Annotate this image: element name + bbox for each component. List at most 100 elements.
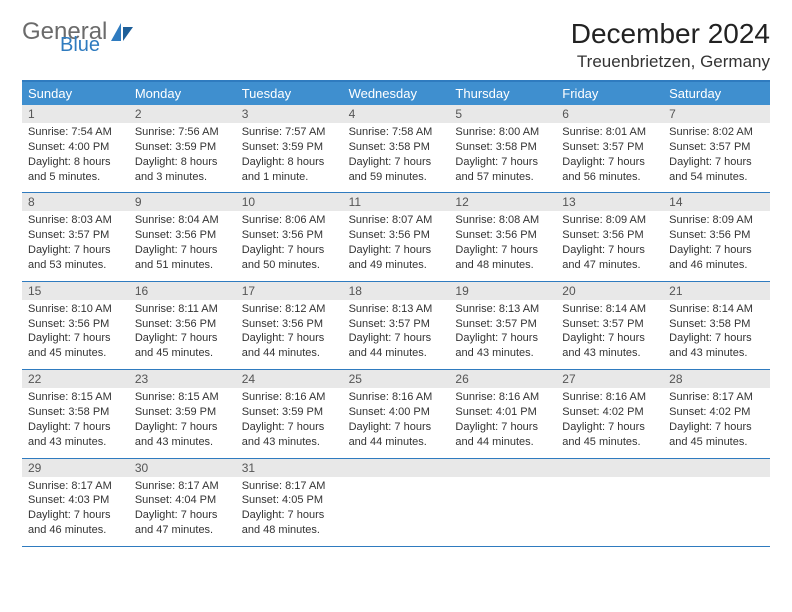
week-row: Sunrise: 8:03 AMSunset: 3:57 PMDaylight:… bbox=[22, 211, 770, 281]
daylight-text: Daylight: 7 hours and 44 minutes. bbox=[455, 420, 550, 450]
daylight-text: Daylight: 7 hours and 43 minutes. bbox=[242, 420, 337, 450]
day-header: Tuesday bbox=[236, 82, 343, 105]
day-number: 5 bbox=[449, 105, 556, 123]
daylight-text: Daylight: 8 hours and 3 minutes. bbox=[135, 155, 230, 185]
daylight-text: Daylight: 7 hours and 43 minutes. bbox=[455, 331, 550, 361]
sunset-text: Sunset: 3:56 PM bbox=[455, 228, 550, 243]
sunrise-text: Sunrise: 8:06 AM bbox=[242, 213, 337, 228]
day-header: Friday bbox=[556, 82, 663, 105]
day-number bbox=[556, 459, 663, 477]
sunset-text: Sunset: 4:04 PM bbox=[135, 493, 230, 508]
day-cell: Sunrise: 8:11 AMSunset: 3:56 PMDaylight:… bbox=[129, 300, 236, 369]
week-row: Sunrise: 8:15 AMSunset: 3:58 PMDaylight:… bbox=[22, 388, 770, 458]
daylight-text: Daylight: 7 hours and 51 minutes. bbox=[135, 243, 230, 273]
top-bar: General Blue December 2024 Treuenbrietze… bbox=[22, 18, 770, 72]
sunset-text: Sunset: 3:59 PM bbox=[135, 140, 230, 155]
day-cell: Sunrise: 8:15 AMSunset: 3:58 PMDaylight:… bbox=[22, 388, 129, 457]
sunrise-text: Sunrise: 8:08 AM bbox=[455, 213, 550, 228]
sunrise-text: Sunrise: 8:16 AM bbox=[349, 390, 444, 405]
day-cell bbox=[556, 477, 663, 546]
sunrise-text: Sunrise: 8:10 AM bbox=[28, 302, 123, 317]
day-cell bbox=[343, 477, 450, 546]
day-number: 21 bbox=[663, 282, 770, 300]
day-cell: Sunrise: 8:17 AMSunset: 4:03 PMDaylight:… bbox=[22, 477, 129, 546]
sunrise-text: Sunrise: 8:17 AM bbox=[669, 390, 764, 405]
day-cell: Sunrise: 8:01 AMSunset: 3:57 PMDaylight:… bbox=[556, 123, 663, 192]
week-row: Sunrise: 8:10 AMSunset: 3:56 PMDaylight:… bbox=[22, 300, 770, 370]
page-title: December 2024 bbox=[571, 18, 770, 50]
weeks-container: 1234567Sunrise: 7:54 AMSunset: 4:00 PMDa… bbox=[22, 105, 770, 547]
day-cell: Sunrise: 8:06 AMSunset: 3:56 PMDaylight:… bbox=[236, 211, 343, 280]
day-number bbox=[449, 459, 556, 477]
day-cell: Sunrise: 8:15 AMSunset: 3:59 PMDaylight:… bbox=[129, 388, 236, 457]
day-number: 29 bbox=[22, 459, 129, 477]
day-cell: Sunrise: 7:58 AMSunset: 3:58 PMDaylight:… bbox=[343, 123, 450, 192]
daylight-text: Daylight: 7 hours and 43 minutes. bbox=[562, 331, 657, 361]
daylight-text: Daylight: 7 hours and 53 minutes. bbox=[28, 243, 123, 273]
day-cell: Sunrise: 8:16 AMSunset: 4:00 PMDaylight:… bbox=[343, 388, 450, 457]
daylight-text: Daylight: 7 hours and 49 minutes. bbox=[349, 243, 444, 273]
day-cell: Sunrise: 8:08 AMSunset: 3:56 PMDaylight:… bbox=[449, 211, 556, 280]
day-cell: Sunrise: 8:09 AMSunset: 3:56 PMDaylight:… bbox=[556, 211, 663, 280]
sunrise-text: Sunrise: 7:57 AM bbox=[242, 125, 337, 140]
day-header: Saturday bbox=[663, 82, 770, 105]
daylight-text: Daylight: 7 hours and 45 minutes. bbox=[28, 331, 123, 361]
sunrise-text: Sunrise: 8:07 AM bbox=[349, 213, 444, 228]
daylight-text: Daylight: 7 hours and 59 minutes. bbox=[349, 155, 444, 185]
day-cell: Sunrise: 8:02 AMSunset: 3:57 PMDaylight:… bbox=[663, 123, 770, 192]
week-row: Sunrise: 7:54 AMSunset: 4:00 PMDaylight:… bbox=[22, 123, 770, 193]
day-number: 30 bbox=[129, 459, 236, 477]
sunset-text: Sunset: 3:57 PM bbox=[349, 317, 444, 332]
day-number: 25 bbox=[343, 370, 450, 388]
day-cell: Sunrise: 8:12 AMSunset: 3:56 PMDaylight:… bbox=[236, 300, 343, 369]
daylight-text: Daylight: 7 hours and 47 minutes. bbox=[135, 508, 230, 538]
day-number-row: 293031 bbox=[22, 459, 770, 477]
day-cell: Sunrise: 8:16 AMSunset: 4:01 PMDaylight:… bbox=[449, 388, 556, 457]
sunset-text: Sunset: 3:58 PM bbox=[349, 140, 444, 155]
sunset-text: Sunset: 3:56 PM bbox=[135, 228, 230, 243]
day-header: Wednesday bbox=[343, 82, 450, 105]
day-number: 9 bbox=[129, 193, 236, 211]
daylight-text: Daylight: 7 hours and 50 minutes. bbox=[242, 243, 337, 273]
day-cell: Sunrise: 7:56 AMSunset: 3:59 PMDaylight:… bbox=[129, 123, 236, 192]
sunset-text: Sunset: 3:58 PM bbox=[669, 317, 764, 332]
sunset-text: Sunset: 3:56 PM bbox=[28, 317, 123, 332]
daylight-text: Daylight: 7 hours and 46 minutes. bbox=[28, 508, 123, 538]
daylight-text: Daylight: 7 hours and 54 minutes. bbox=[669, 155, 764, 185]
sunset-text: Sunset: 3:58 PM bbox=[28, 405, 123, 420]
sunset-text: Sunset: 3:59 PM bbox=[135, 405, 230, 420]
sunset-text: Sunset: 4:01 PM bbox=[455, 405, 550, 420]
sunset-text: Sunset: 3:57 PM bbox=[28, 228, 123, 243]
sunrise-text: Sunrise: 8:00 AM bbox=[455, 125, 550, 140]
day-cell bbox=[449, 477, 556, 546]
day-number: 11 bbox=[343, 193, 450, 211]
daylight-text: Daylight: 7 hours and 48 minutes. bbox=[242, 508, 337, 538]
day-cell: Sunrise: 8:14 AMSunset: 3:58 PMDaylight:… bbox=[663, 300, 770, 369]
daylight-text: Daylight: 7 hours and 56 minutes. bbox=[562, 155, 657, 185]
sunrise-text: Sunrise: 7:54 AM bbox=[28, 125, 123, 140]
day-cell: Sunrise: 8:17 AMSunset: 4:04 PMDaylight:… bbox=[129, 477, 236, 546]
day-number bbox=[663, 459, 770, 477]
sunrise-text: Sunrise: 8:02 AM bbox=[669, 125, 764, 140]
sunrise-text: Sunrise: 8:09 AM bbox=[562, 213, 657, 228]
day-cell: Sunrise: 8:03 AMSunset: 3:57 PMDaylight:… bbox=[22, 211, 129, 280]
daylight-text: Daylight: 7 hours and 45 minutes. bbox=[135, 331, 230, 361]
day-cell: Sunrise: 7:57 AMSunset: 3:59 PMDaylight:… bbox=[236, 123, 343, 192]
day-cell: Sunrise: 8:10 AMSunset: 3:56 PMDaylight:… bbox=[22, 300, 129, 369]
day-number: 3 bbox=[236, 105, 343, 123]
sunset-text: Sunset: 3:59 PM bbox=[242, 405, 337, 420]
day-cell: Sunrise: 8:09 AMSunset: 3:56 PMDaylight:… bbox=[663, 211, 770, 280]
sunset-text: Sunset: 3:57 PM bbox=[562, 317, 657, 332]
day-number: 17 bbox=[236, 282, 343, 300]
sunset-text: Sunset: 4:03 PM bbox=[28, 493, 123, 508]
daylight-text: Daylight: 7 hours and 43 minutes. bbox=[28, 420, 123, 450]
logo-sail-icon bbox=[109, 21, 135, 43]
day-number: 15 bbox=[22, 282, 129, 300]
day-cell: Sunrise: 8:00 AMSunset: 3:58 PMDaylight:… bbox=[449, 123, 556, 192]
daylight-text: Daylight: 7 hours and 57 minutes. bbox=[455, 155, 550, 185]
day-number: 6 bbox=[556, 105, 663, 123]
sunset-text: Sunset: 3:56 PM bbox=[242, 317, 337, 332]
day-header: Thursday bbox=[449, 82, 556, 105]
title-block: December 2024 Treuenbrietzen, Germany bbox=[571, 18, 770, 72]
logo-text-blue: Blue bbox=[60, 34, 100, 57]
